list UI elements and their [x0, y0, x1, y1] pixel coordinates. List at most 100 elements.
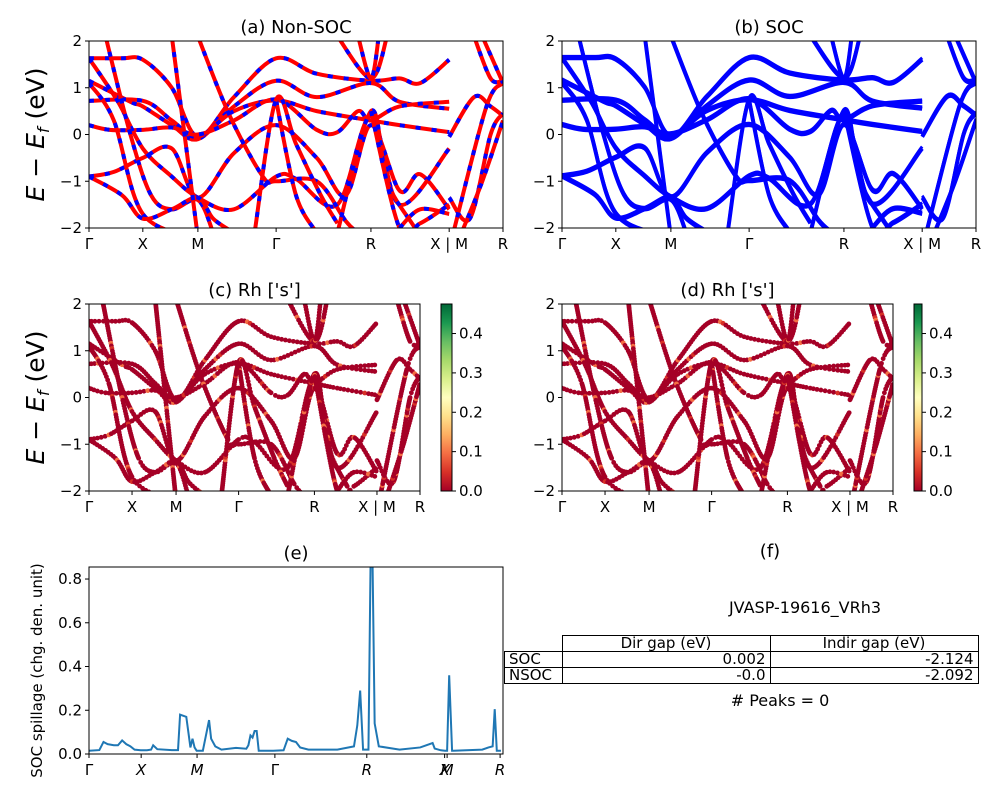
projection-point [345, 387, 351, 393]
colorbar-tick-label: 0.2 [459, 403, 483, 421]
projection-point [268, 390, 274, 396]
band-line-split [831, 41, 853, 79]
label-E: E [21, 186, 50, 202]
panel-a: (a) Non-SOC −2 −1 0 1 2 Γ X M Γ R X | M R E − Ef (eV) [21, 17, 508, 253]
projection-point [762, 351, 767, 357]
projection-point [342, 496, 347, 501]
projection-point [674, 490, 676, 491]
chart-title: (d) Rh ['s'] [680, 280, 774, 301]
projection-point [845, 473, 851, 479]
projection-point [290, 338, 296, 344]
projection-point [98, 389, 104, 395]
band-line-red [89, 78, 450, 142]
projection-point [378, 492, 383, 497]
row-label: NSOC [504, 667, 563, 684]
projection-point [275, 336, 281, 341]
label-sub-f: f [34, 125, 53, 133]
projection-point [657, 488, 663, 491]
projection-point [646, 491, 651, 496]
projection-point [890, 375, 893, 380]
projection-point [281, 354, 287, 360]
projection-point [817, 483, 823, 489]
projection-point [814, 365, 820, 371]
projection-point [407, 356, 413, 362]
projection-point [330, 385, 336, 390]
projection-point [201, 492, 206, 497]
projection-point [341, 386, 347, 392]
projection-point [715, 441, 720, 447]
projection-point [417, 342, 420, 348]
band-line-split [562, 173, 706, 228]
projection-point [125, 390, 131, 396]
projection-point [268, 492, 273, 497]
projection-point [752, 336, 758, 342]
projection-point [771, 340, 777, 345]
projection-point [820, 487, 826, 491]
table-header-row: Dir gap (eV) Indir gap (eV) [505, 635, 979, 652]
plot-area [89, 41, 503, 228]
x-tick-label: M [664, 235, 677, 253]
projection-point [575, 433, 581, 439]
projection-point [323, 304, 329, 307]
panel-b: (b) SOC −2 −1 0 1 2 Γ X M Γ R X | M R [533, 17, 981, 253]
projection-point [279, 336, 285, 342]
projection-point [302, 298, 307, 303]
projection-point [109, 318, 115, 324]
projection-point [626, 492, 631, 497]
projection-point [881, 390, 887, 396]
band-line-red [452, 81, 503, 228]
projection-point [219, 493, 224, 498]
projection-point [354, 389, 359, 394]
projection-point [301, 492, 306, 497]
projection-point [354, 469, 360, 475]
x-tick-label: Γ [85, 498, 94, 516]
projection-point [845, 392, 851, 398]
projection-point [92, 318, 98, 324]
band-line-split [842, 108, 924, 228]
band-line-split [644, 41, 672, 228]
band-line-blue-dash [89, 55, 451, 139]
projection-point [325, 298, 330, 303]
label-E: E [21, 449, 50, 465]
projection-point [285, 492, 290, 497]
band-line-red [482, 41, 503, 84]
projection-point [573, 297, 578, 302]
axes-frame [561, 303, 894, 492]
projection-point [632, 494, 637, 499]
projection-point [803, 385, 809, 390]
band-line-split [934, 118, 976, 228]
projection-point [408, 390, 414, 396]
colorbar-tick-label: 0.4 [929, 325, 953, 343]
band-line [747, 99, 789, 228]
projection-point [822, 364, 828, 370]
projection-point [571, 389, 577, 395]
x-tick-label: Γ [707, 498, 716, 516]
band-line-red [447, 93, 503, 138]
projection-point [622, 387, 627, 393]
projection-point [302, 297, 307, 302]
projection-point [658, 492, 663, 497]
axes-frame [88, 303, 421, 492]
projection-point [874, 297, 879, 302]
projection-point [773, 491, 778, 496]
projection-point [626, 298, 631, 303]
projection-point [294, 339, 300, 345]
colorbar [440, 303, 453, 492]
x-tick-label: X [138, 235, 148, 253]
projection-point [154, 304, 157, 305]
projection-point [890, 342, 893, 348]
x-tick-label: Γ [558, 235, 567, 253]
projection-point [143, 487, 149, 491]
projection-point [118, 360, 123, 365]
projection-point [173, 491, 178, 496]
projection-point [794, 340, 800, 346]
projection-point [814, 386, 820, 392]
projection-point [674, 492, 679, 497]
x-tick-label: X [438, 761, 450, 779]
projection-point [818, 387, 824, 393]
projection-point [807, 339, 813, 344]
x-tick-label: Γ [85, 761, 94, 779]
projection-point [95, 388, 100, 394]
projection-point [343, 443, 349, 448]
projection-point [174, 297, 179, 302]
